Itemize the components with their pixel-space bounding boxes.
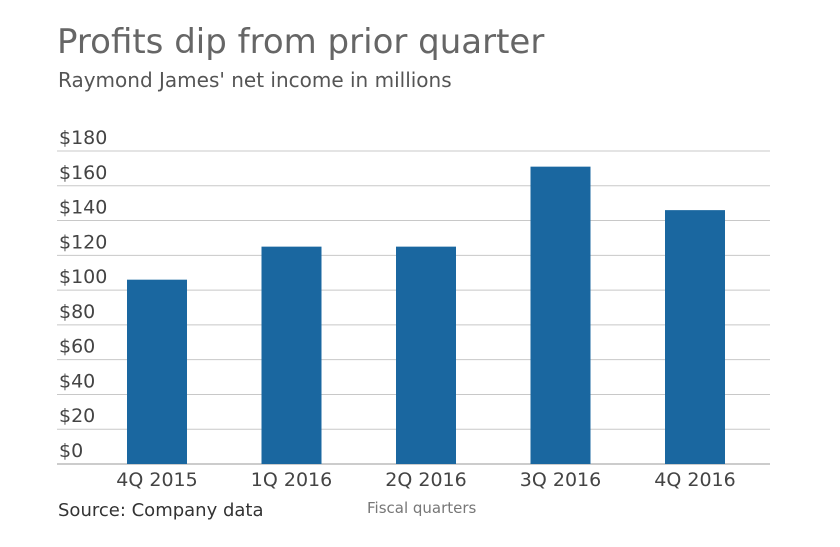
bar <box>127 279 187 464</box>
x-axis-title: Fiscal quarters <box>367 499 477 517</box>
y-tick-label: $140 <box>59 197 107 219</box>
y-tick-label: $100 <box>59 266 107 288</box>
y-tick-label: $60 <box>59 336 95 358</box>
bar <box>665 210 725 464</box>
x-tick-label: 4Q 2016 <box>654 469 735 491</box>
y-tick-label: $160 <box>59 162 107 184</box>
y-tick-label: $40 <box>59 370 95 392</box>
y-axis-ticks: $0 $20 $40 $60 $80 $100 $120 $140 $160 $180 <box>59 127 107 462</box>
bar <box>261 246 322 464</box>
source-note: Source: Company data <box>58 500 264 521</box>
bar <box>396 246 456 464</box>
chart-title: Profits dip from prior quarter <box>57 22 545 62</box>
x-tick-label: 2Q 2016 <box>385 469 466 491</box>
x-tick-label: 4Q 2015 <box>116 469 197 491</box>
x-tick-label: 3Q 2016 <box>520 469 601 491</box>
bars <box>127 166 725 464</box>
y-tick-label: $120 <box>59 231 107 253</box>
y-tick-label: $20 <box>59 405 95 427</box>
y-tick-label: $0 <box>59 440 83 462</box>
x-tick-label: 1Q 2016 <box>251 469 332 491</box>
x-axis-ticks: 4Q 2015 1Q 2016 2Q 2016 3Q 2016 4Q 2016 <box>116 469 735 491</box>
y-tick-label: $180 <box>59 127 107 149</box>
chart-subtitle: Raymond James' net income in millions <box>58 68 452 92</box>
bar <box>530 166 591 464</box>
y-tick-label: $80 <box>59 301 95 323</box>
